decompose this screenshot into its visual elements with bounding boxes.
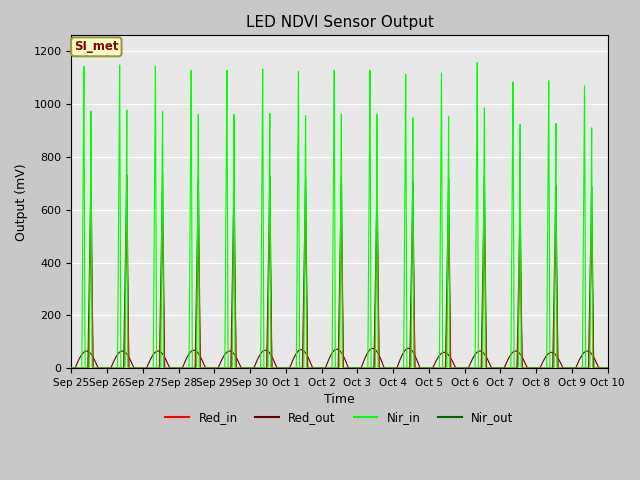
Red_in [410, 280, 417, 286]
Nir_in [474, 60, 481, 65]
Red_out [308, 365, 316, 371]
Nir_out [410, 260, 417, 266]
Nir_in [410, 341, 417, 347]
X-axis label: Time: Time [324, 394, 355, 407]
Nir_out [604, 365, 612, 371]
Red_out [534, 365, 541, 371]
Nir_in [68, 365, 76, 371]
Nir_in [548, 365, 556, 371]
Title: LED NDVI Sensor Output: LED NDVI Sensor Output [246, 15, 433, 30]
Nir_out [308, 365, 316, 371]
Red_out [603, 365, 611, 371]
Text: SI_met: SI_met [74, 40, 118, 53]
Red_in [548, 365, 556, 371]
Nir_in [596, 365, 604, 371]
Y-axis label: Output (mV): Output (mV) [15, 163, 28, 240]
Line: Red_out: Red_out [72, 348, 608, 368]
Red_in [603, 365, 611, 371]
Red_in [373, 217, 381, 223]
Line: Nir_out: Nir_out [72, 174, 608, 368]
Red_in [308, 365, 316, 371]
Nir_out [596, 365, 604, 371]
Red_in [596, 365, 604, 371]
Nir_out [68, 365, 76, 371]
Red_out [68, 365, 76, 371]
Legend: Red_in, Red_out, Nir_in, Nir_out: Red_in, Red_out, Nir_in, Nir_out [161, 407, 518, 429]
Nir_in [603, 365, 611, 371]
Nir_out [603, 365, 611, 371]
Red_in [68, 365, 76, 371]
Nir_in [534, 365, 541, 371]
Red_out [548, 349, 556, 355]
Red_in [604, 365, 612, 371]
Nir_in [308, 365, 316, 371]
Line: Nir_in: Nir_in [72, 62, 608, 368]
Red_out [604, 365, 612, 371]
Red_in [534, 365, 541, 371]
Line: Red_in: Red_in [72, 220, 608, 368]
Red_out [369, 346, 376, 351]
Nir_out [87, 171, 95, 177]
Red_out [410, 350, 417, 356]
Nir_out [548, 365, 556, 371]
Nir_out [534, 365, 541, 371]
Nir_in [604, 365, 612, 371]
Red_out [596, 365, 604, 371]
